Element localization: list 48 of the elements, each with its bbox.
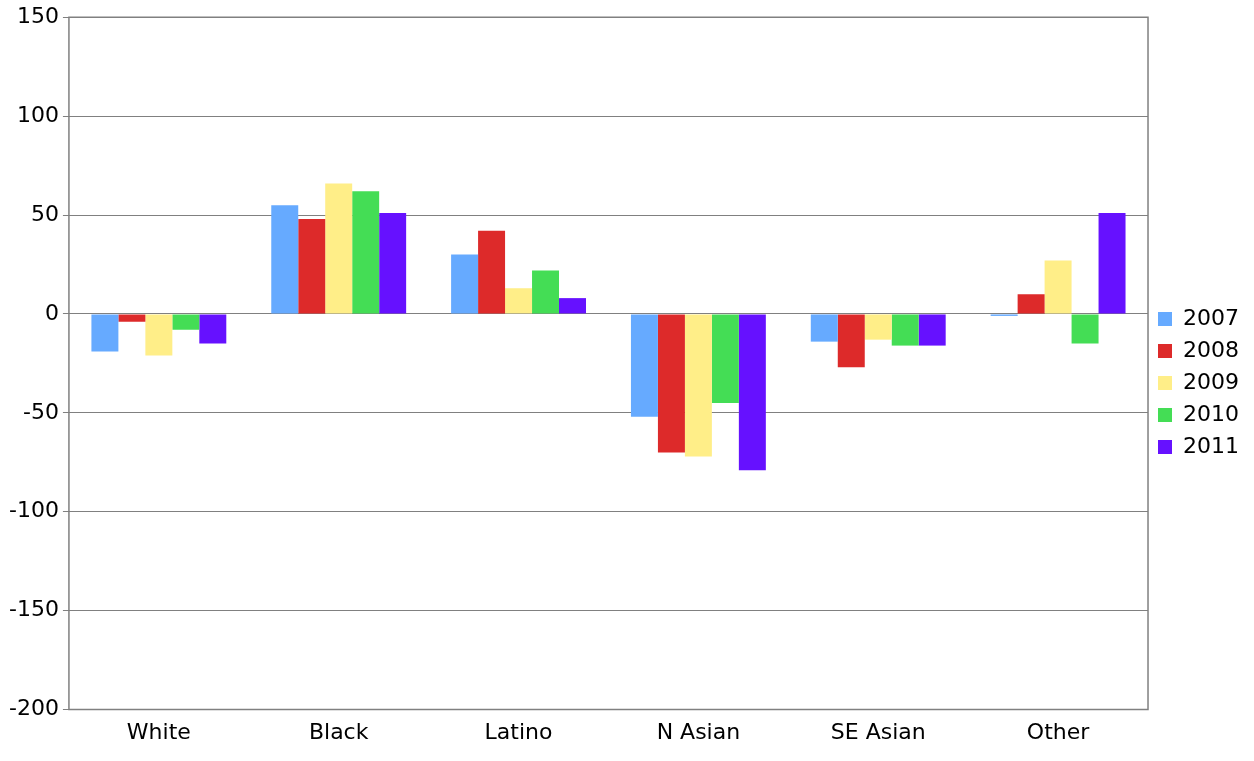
bar <box>352 191 380 314</box>
y-tick-label: 0 <box>44 299 59 325</box>
x-tick-label: Latino <box>484 718 553 744</box>
x-tick-label: Other <box>1026 718 1091 744</box>
legend-label: 2011 <box>1183 432 1240 458</box>
bar <box>891 314 919 346</box>
bar <box>684 314 712 457</box>
legend-label: 2010 <box>1183 400 1240 426</box>
y-tick-label: 150 <box>16 2 59 28</box>
bar <box>325 183 353 314</box>
legend-label: 2008 <box>1183 336 1240 362</box>
bar <box>810 314 838 342</box>
bar <box>379 213 407 314</box>
x-tick-label: Black <box>308 718 369 744</box>
bar <box>1044 260 1072 314</box>
bar <box>864 314 892 340</box>
y-tick-label: 50 <box>30 200 59 226</box>
bar <box>630 314 658 417</box>
bar <box>657 314 685 453</box>
bar <box>559 298 586 314</box>
legend-label: 2009 <box>1183 368 1240 394</box>
bar <box>451 254 479 314</box>
x-tick-label: SE Asian <box>830 718 926 744</box>
y-tick-label: -150 <box>8 596 59 622</box>
bar <box>738 314 766 471</box>
bar <box>505 288 533 314</box>
bar <box>1071 314 1099 344</box>
bar <box>199 314 227 344</box>
y-tick-label: -100 <box>8 497 59 523</box>
bar <box>271 205 299 314</box>
y-tick-label: 100 <box>16 101 59 127</box>
x-tick-label: N Asian <box>656 718 741 744</box>
bar <box>1098 213 1126 314</box>
y-tick-label: -200 <box>8 695 59 721</box>
legend-label: 2007 <box>1183 304 1240 330</box>
bar <box>837 314 865 368</box>
bar <box>532 270 560 314</box>
y-tick-label: -50 <box>22 398 59 424</box>
bar <box>91 314 119 352</box>
bar <box>298 218 326 314</box>
bar <box>1017 294 1045 314</box>
x-tick-label: White <box>126 718 191 744</box>
bar <box>172 314 200 330</box>
bar <box>478 230 506 314</box>
bar <box>118 314 146 322</box>
bar <box>145 314 173 356</box>
bar <box>918 314 946 346</box>
bar <box>711 314 739 403</box>
